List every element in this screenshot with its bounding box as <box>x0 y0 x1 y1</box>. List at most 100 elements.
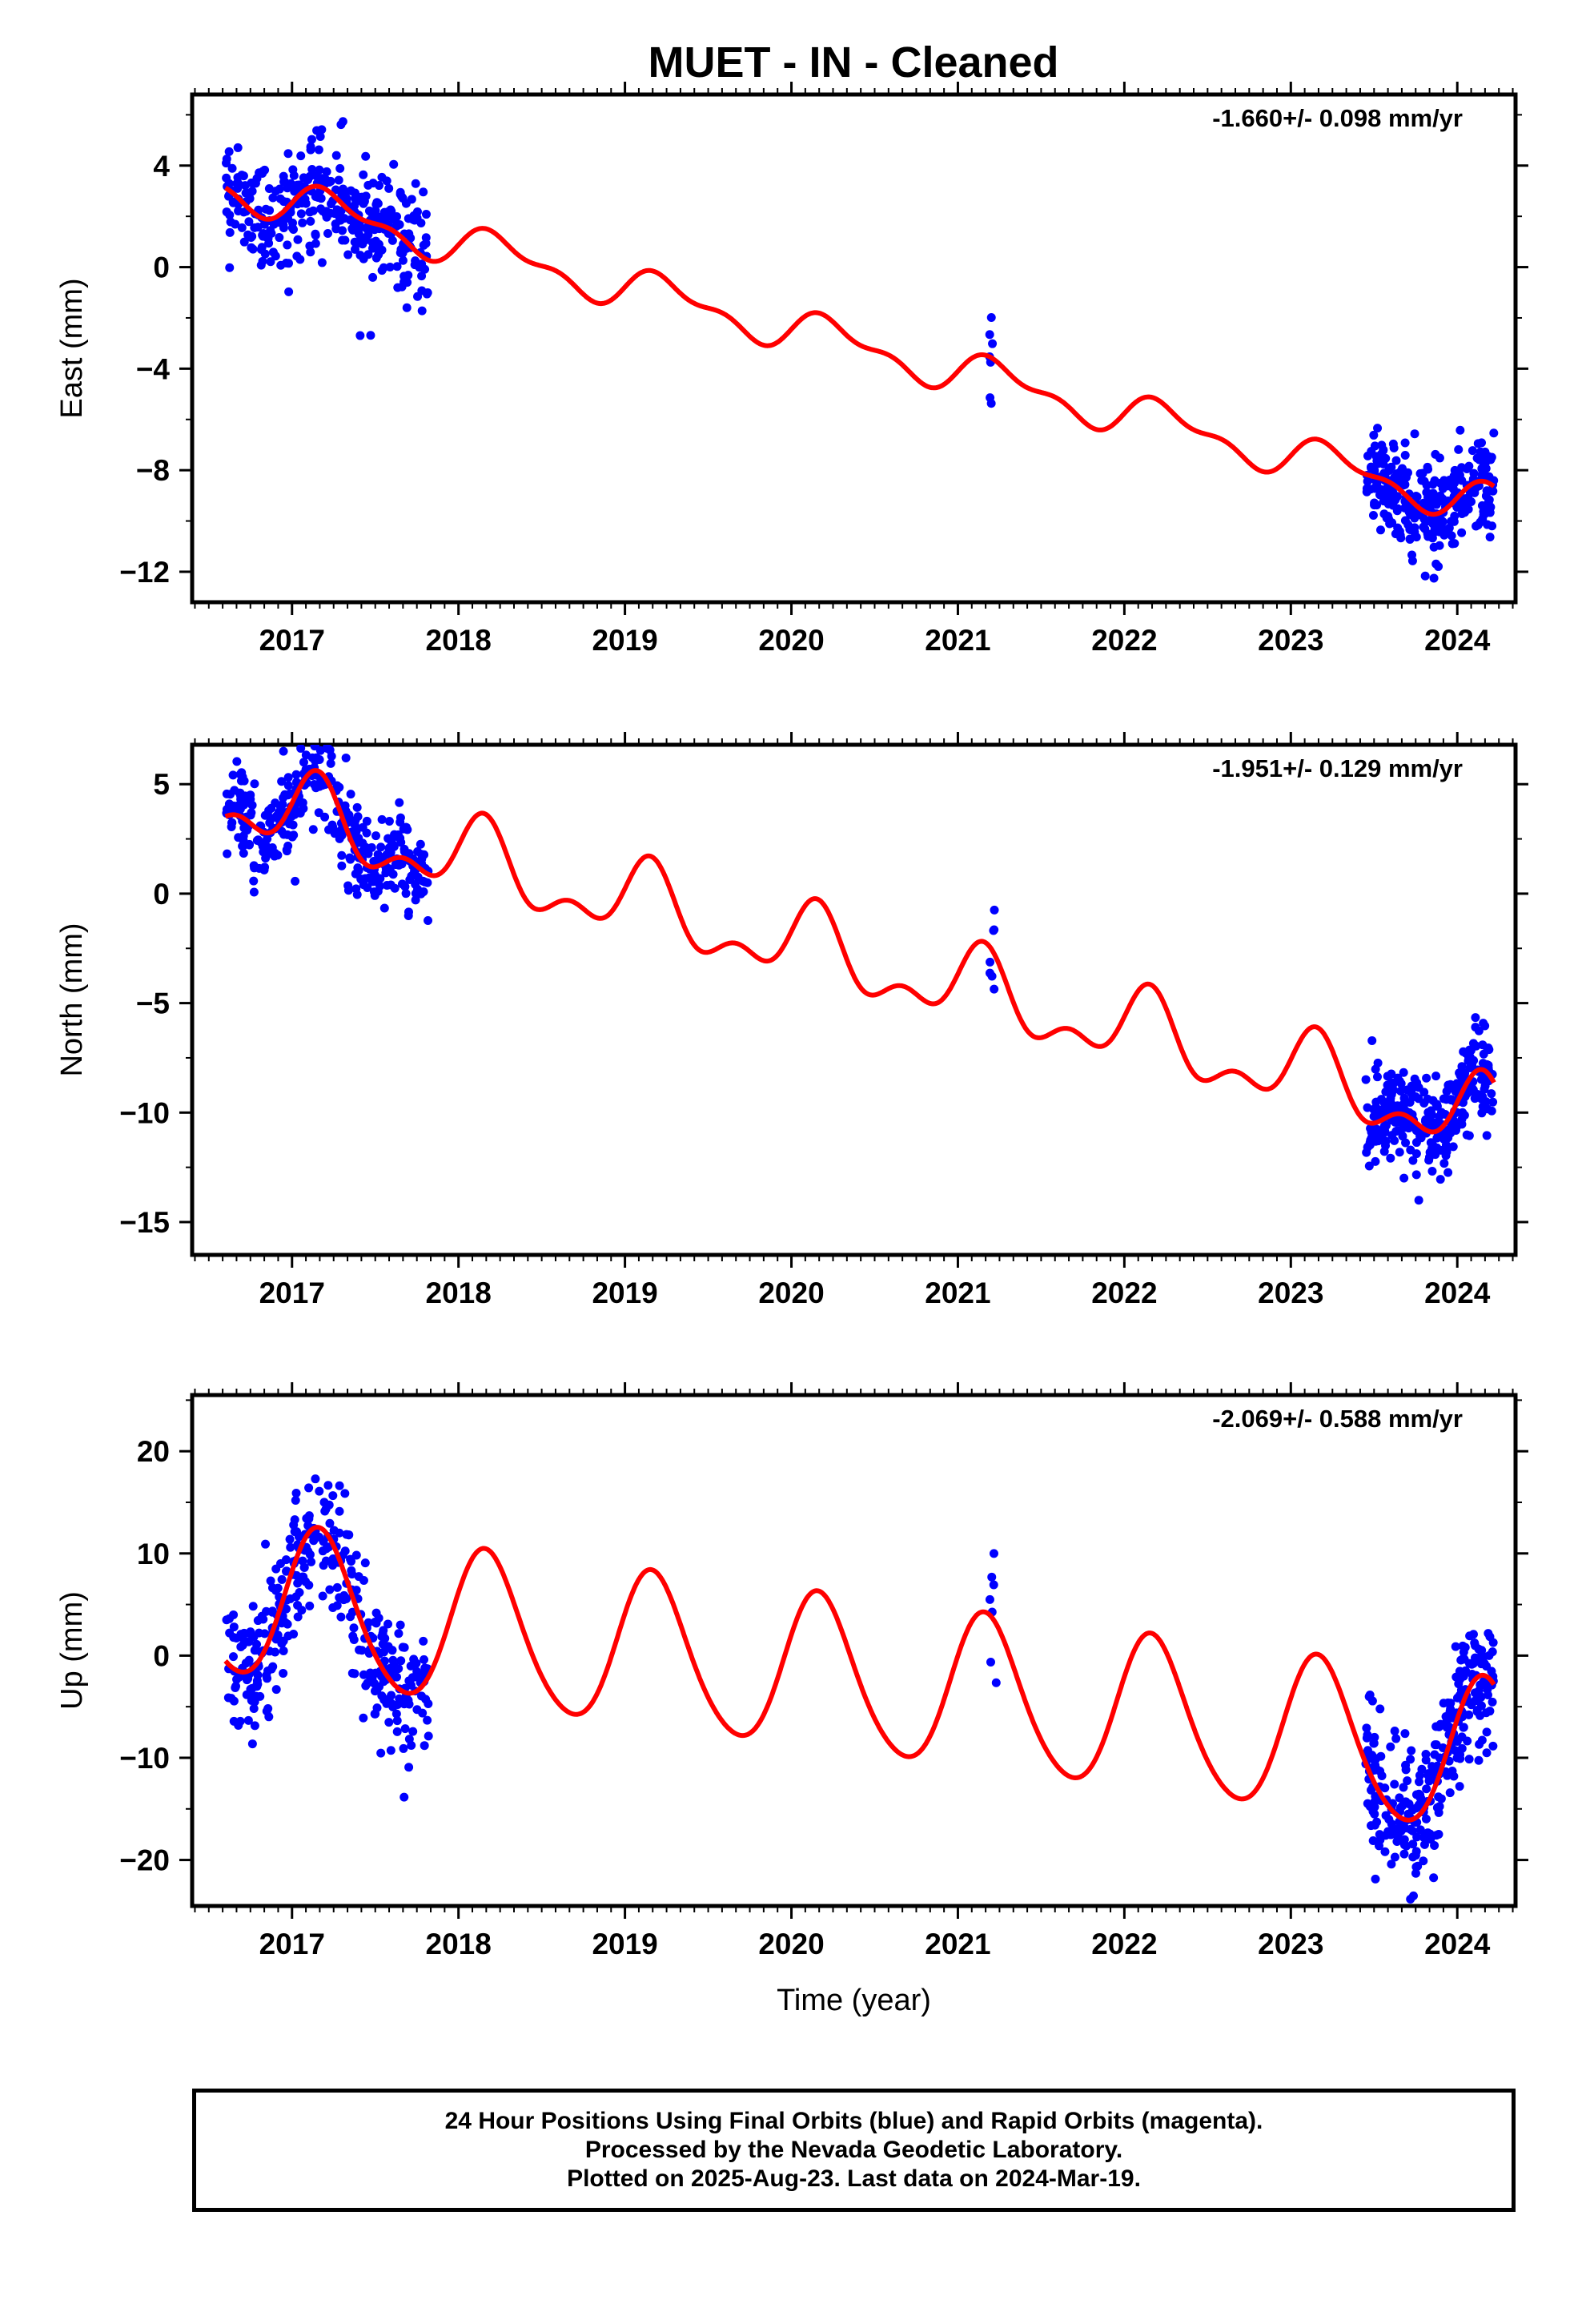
data-point <box>311 1474 320 1484</box>
data-point <box>333 828 343 838</box>
data-point <box>1447 1766 1457 1775</box>
data-point <box>1405 1098 1415 1108</box>
data-point <box>388 870 398 879</box>
data-point <box>375 874 385 883</box>
data-point <box>316 733 325 742</box>
data-point <box>1474 1755 1484 1765</box>
x-tick-label: 2020 <box>758 1277 824 1309</box>
data-point <box>1488 1697 1497 1707</box>
data-point <box>305 1601 315 1610</box>
data-point <box>379 263 388 272</box>
data-point <box>354 833 363 842</box>
data-point <box>309 780 319 790</box>
data-point <box>295 255 305 264</box>
data-point <box>328 1603 338 1613</box>
data-point <box>322 1544 331 1554</box>
data-point <box>1468 487 1478 497</box>
data-point <box>350 237 359 247</box>
data-point <box>1483 520 1492 529</box>
data-point <box>1431 1722 1441 1731</box>
data-point <box>286 1542 295 1552</box>
data-point <box>289 1630 299 1639</box>
data-point <box>311 745 320 749</box>
data-point <box>233 801 243 810</box>
data-point <box>404 849 414 858</box>
data-point <box>352 802 362 812</box>
data-point <box>1489 428 1499 438</box>
data-point <box>1399 1100 1408 1109</box>
data-point <box>1369 430 1379 440</box>
data-point <box>373 199 383 208</box>
data-point <box>393 830 403 839</box>
rate-label-east: -1.660+/- 0.098 mm/yr <box>1212 104 1463 132</box>
data-point <box>304 1580 314 1590</box>
data-point <box>312 722 321 730</box>
data-point <box>336 1612 346 1622</box>
data-point <box>291 876 300 886</box>
data-point <box>259 865 269 875</box>
data-point <box>236 776 246 786</box>
data-point <box>986 312 996 322</box>
data-point <box>307 753 317 762</box>
data-point <box>1389 1085 1399 1095</box>
data-point <box>263 1666 273 1675</box>
data-point <box>1434 1807 1443 1817</box>
data-point <box>283 781 293 790</box>
data-point <box>987 1572 997 1582</box>
data-point <box>1380 1847 1390 1856</box>
data-point <box>1464 1056 1473 1066</box>
data-point <box>232 757 242 766</box>
data-point <box>340 1489 350 1498</box>
data-point <box>1453 1080 1463 1089</box>
data-point <box>1451 1642 1460 1651</box>
data-point <box>1383 499 1393 509</box>
data-point <box>365 1672 375 1682</box>
data-point <box>1407 550 1417 560</box>
data-point <box>1370 441 1379 451</box>
data-point <box>1388 439 1398 448</box>
data-point <box>325 1585 335 1594</box>
data-point <box>1481 491 1491 501</box>
data-point <box>1407 1746 1416 1755</box>
data-point <box>404 1763 414 1772</box>
data-point <box>404 1699 414 1709</box>
data-point <box>1390 1727 1399 1736</box>
data-point <box>390 883 400 893</box>
data-point <box>1412 1832 1422 1842</box>
data-point <box>359 196 369 206</box>
data-point <box>325 1518 335 1528</box>
data-point <box>317 125 327 135</box>
data-point <box>1384 464 1394 473</box>
data-point <box>1441 1151 1451 1160</box>
x-tick-label: 2019 <box>592 1277 657 1309</box>
data-point <box>305 171 315 181</box>
data-point <box>261 204 271 214</box>
data-point <box>279 1668 288 1678</box>
data-point <box>1390 1852 1399 1862</box>
data-point <box>244 1690 254 1699</box>
data-point <box>322 207 331 216</box>
data-point <box>396 818 405 827</box>
data-point <box>1488 1097 1498 1107</box>
x-tick-label: 2021 <box>925 1277 990 1309</box>
rate-label-north: -1.951+/- 0.129 mm/yr <box>1212 754 1463 782</box>
data-point <box>387 207 396 216</box>
data-point <box>1365 1691 1375 1700</box>
data-point <box>1419 1098 1429 1108</box>
data-point <box>1411 1149 1421 1159</box>
data-point <box>1462 464 1472 474</box>
data-point <box>1371 1103 1381 1112</box>
data-point <box>319 1498 329 1507</box>
data-point <box>397 192 407 202</box>
data-point <box>407 195 416 204</box>
x-tick-label: 2021 <box>925 624 990 657</box>
data-point <box>1463 1736 1472 1746</box>
data-point <box>1431 1150 1440 1160</box>
data-point <box>375 1682 384 1691</box>
data-point <box>320 812 330 822</box>
data-point <box>1422 1073 1431 1083</box>
data-point <box>1415 1777 1424 1787</box>
data-point <box>1421 1814 1431 1823</box>
data-point <box>250 1721 259 1731</box>
data-point <box>1482 1748 1492 1758</box>
